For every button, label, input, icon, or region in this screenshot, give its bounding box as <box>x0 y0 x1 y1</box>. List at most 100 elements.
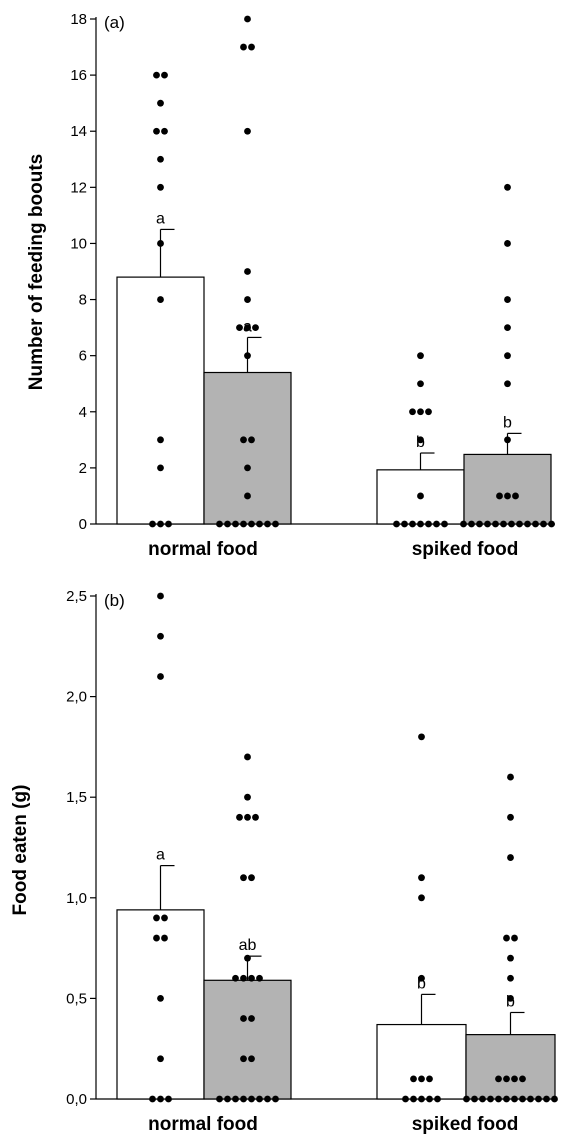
p0-data-point <box>157 520 164 528</box>
p1-y-tick-label: 1,0 <box>66 890 87 907</box>
y-axis-title-b: Food eaten (g) <box>10 785 31 916</box>
p1-data-point <box>507 854 514 861</box>
panel-label-a: (a) <box>104 13 125 32</box>
p0-data-point <box>153 71 160 79</box>
p1-data-point <box>503 1095 510 1103</box>
p1-bar <box>116 909 205 1100</box>
p1-data-point <box>410 1075 417 1083</box>
p1-data-point <box>236 813 243 821</box>
p0-data-point <box>224 520 231 528</box>
p0-data-point <box>425 408 432 416</box>
p0-data-point <box>524 520 531 528</box>
p0-data-point <box>157 155 164 163</box>
p1-data-point <box>157 592 164 600</box>
panel-label-b: (b) <box>104 591 125 610</box>
p0-data-point <box>476 520 483 528</box>
p1-data-point <box>418 974 425 982</box>
p0-significance-letter: b <box>503 414 512 431</box>
p1-data-point <box>434 1095 441 1103</box>
p1-data-point <box>157 995 164 1002</box>
p1-data-point <box>244 793 251 801</box>
p1-data-point <box>240 1095 247 1103</box>
p0-data-point <box>236 324 243 332</box>
p0-data-point <box>157 464 164 472</box>
p1-data-point <box>471 1095 478 1103</box>
p0-y-tick-label: 12 <box>70 179 87 196</box>
p0-data-point <box>157 99 164 107</box>
p0-data-point <box>157 183 164 191</box>
p0-y-tick-label: 8 <box>79 292 87 309</box>
p0-data-point <box>504 183 511 191</box>
p0-data-point <box>248 520 255 528</box>
p0-data-point <box>548 520 555 528</box>
p1-data-point <box>402 1095 409 1103</box>
p0-data-point <box>244 324 251 332</box>
p1-y-tick-label: 1,5 <box>66 789 87 806</box>
p1-y-tick-label: 2,0 <box>66 689 87 706</box>
p0-data-point <box>532 520 539 528</box>
p0-y-tick-label: 18 <box>70 11 87 28</box>
p1-data-point <box>511 1095 518 1103</box>
p1-data-point <box>232 974 239 982</box>
p0-data-point <box>508 520 515 528</box>
p0-data-point <box>244 492 251 500</box>
p1-data-point <box>487 1095 494 1103</box>
x-tick-label-a-spiked: spiked food <box>412 539 519 560</box>
p1-data-point <box>495 1075 502 1083</box>
p0-bar <box>203 371 292 525</box>
p1-data-point <box>161 934 168 942</box>
p1-data-point <box>264 1095 271 1103</box>
p0-data-point <box>401 520 408 528</box>
p1-data-point <box>248 1015 255 1022</box>
p1-y-tick-label: 2,5 <box>66 588 87 605</box>
p0-data-point <box>417 352 424 360</box>
p1-data-point <box>248 1055 255 1063</box>
panel-b: (b) Food eaten (g) normal food spiked fo… <box>10 588 558 1135</box>
p0-data-point <box>157 296 164 303</box>
p0-data-point <box>417 380 424 388</box>
p1-data-point <box>240 874 247 882</box>
p0-data-point <box>540 520 547 528</box>
p0-data-point <box>216 520 223 528</box>
p0-data-point <box>248 436 255 444</box>
p0-data-point <box>153 127 160 135</box>
p1-data-point <box>248 874 255 882</box>
p0-data-point <box>272 520 279 528</box>
panel-a: (a) Number of feeding boouts normal food… <box>26 11 555 560</box>
p1-data-point <box>519 1095 526 1103</box>
p0-data-point <box>460 520 467 528</box>
p0-y-tick-label: 6 <box>79 348 87 365</box>
p1-data-point <box>252 813 259 821</box>
p1-data-point <box>507 773 514 781</box>
p0-data-point <box>504 380 511 388</box>
p1-data-point <box>149 1095 156 1103</box>
p1-data-point <box>157 673 164 680</box>
p1-data-point <box>244 954 251 962</box>
p1-data-point <box>153 934 160 942</box>
p1-data-point <box>232 1095 239 1103</box>
p1-data-point <box>507 954 514 962</box>
p0-data-point <box>409 520 416 528</box>
p0-data-point <box>496 492 503 500</box>
x-tick-label-b-spiked: spiked food <box>412 1114 519 1135</box>
p0-data-point <box>165 520 172 528</box>
p0-data-point <box>516 520 523 528</box>
p0-data-point <box>504 324 511 332</box>
p0-data-point <box>484 520 491 528</box>
p1-bar <box>376 1023 467 1100</box>
p0-data-point <box>252 324 259 332</box>
p0-data-point <box>244 296 251 303</box>
p0-data-point <box>492 520 499 528</box>
p0-bar <box>116 276 205 525</box>
p1-significance-letter: b <box>417 975 426 992</box>
p1-data-point <box>256 974 263 982</box>
p1-data-point <box>153 914 160 922</box>
p1-data-point <box>426 1095 433 1103</box>
p1-data-point <box>157 1095 164 1103</box>
p0-data-point <box>504 436 511 444</box>
p0-data-point <box>244 464 251 472</box>
p1-data-point <box>418 1075 425 1083</box>
p1-data-point <box>240 974 247 982</box>
p0-data-point <box>244 268 251 275</box>
